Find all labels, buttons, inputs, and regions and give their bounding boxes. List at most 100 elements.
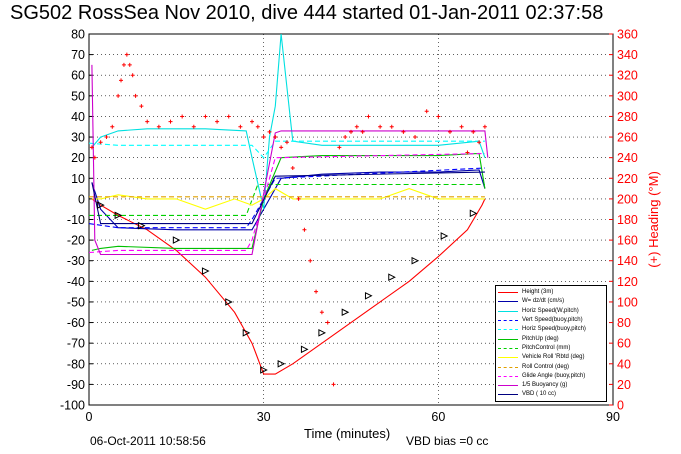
heading-marker [343,135,348,140]
y-tick-label: 60 [71,69,85,83]
depth-marker [388,273,396,282]
legend-swatch [498,366,518,368]
right-y-tick-label: 100 [617,295,638,309]
legend-label: VBD ( 10 cc) [522,391,557,398]
depth-marker [411,256,420,265]
depth-marker [137,221,146,230]
heading-marker [302,227,307,232]
right-y-tick-label: 40 [617,357,631,371]
legend: Height (3m) W= dz/dt (cm/s) Horiz Speed(W,… [495,285,607,402]
heading-marker [156,124,161,129]
depth-marker [225,298,233,306]
legend-item: Roll Control (deg) [498,362,604,371]
legend-label: Roll Control (deg) [522,363,570,370]
legend-label: Glide Angle (buoy,pitch) [522,372,586,379]
heading-marker [360,129,365,134]
right-y-tick-label: 260 [617,131,638,145]
depth-marker [172,236,181,244]
heading-marker [110,124,115,129]
heading-marker [477,140,482,145]
heading-marker [279,145,284,150]
y-tick-label: -80 [67,357,85,371]
legend-item: 1/5 Buoyancy (g) [498,381,604,390]
right-y-tick-label: 320 [617,69,638,83]
depth-marker [469,209,478,218]
legend-swatch [498,338,518,340]
timestamp: 06-Oct-2011 10:58:56 [90,434,206,448]
right-y-tick-label: 0 [617,399,624,413]
legend-swatch [498,375,518,377]
series-line-4 [89,140,485,159]
heading-marker [331,382,336,387]
depth-marker [364,291,373,300]
heading-marker [366,114,371,119]
legend-label: PitchControl (mm) [522,344,571,351]
depth-marker [300,345,309,354]
y-tick-label: -70 [67,337,85,351]
right-y-tick-label: 160 [617,234,638,248]
series-line-6 [89,183,485,216]
y-tick-label: -90 [67,378,85,392]
chart-title: SG502 RossSea Nov 2010, dive 444 started… [10,2,604,24]
legend-swatch [498,385,518,387]
heading-marker [354,124,359,129]
series-line-2 [91,34,486,210]
heading-marker [98,140,103,145]
legend-swatch [498,394,518,396]
legend-swatch [498,320,518,322]
legend-swatch [498,310,518,312]
y-tick-label: 10 [71,172,85,186]
heading-marker [180,114,185,119]
legend-swatch [498,301,518,303]
depth-marker [260,366,268,374]
series-line-9 [89,152,485,254]
heading-marker [119,78,124,83]
legend-swatch [498,347,518,349]
heading-marker [133,93,138,98]
y-tick-label: -60 [67,316,85,330]
right-y-tick-label: 120 [617,275,638,289]
heading-marker [349,129,353,134]
legend-item: Vehicle Roll 'Rbtd (deg) [498,353,604,362]
heading-marker [267,129,272,134]
heading-marker [378,124,383,129]
right-y-axis-label: (+) Heading (°M) [646,171,661,268]
heading-marker [191,124,196,129]
heading-marker [465,150,470,155]
heading-marker [337,145,342,150]
heading-marker [139,104,144,109]
legend-item: W= dz/dt (cm/s) [498,297,604,306]
heading-marker [284,140,289,145]
right-y-tick-label: 200 [617,192,638,206]
depth-marker [318,329,327,337]
heading-marker [401,129,406,134]
legend-swatch [498,292,518,294]
right-y-tick-label: 20 [617,378,631,392]
heading-marker [215,119,220,124]
right-y-tick-label: 80 [617,316,631,330]
heading-marker [424,109,429,114]
y-tick-label: -20 [67,234,85,248]
legend-swatch [498,329,518,331]
heading-marker [121,62,126,67]
depth-marker [242,329,251,337]
heading-marker [168,119,173,124]
heading-marker [203,114,208,119]
series-line-0 [91,198,486,375]
y-tick-label: -30 [67,254,85,268]
heading-marker [255,124,260,129]
series-line-11 [91,171,485,225]
heading-marker [250,119,255,124]
y-tick-label: -40 [67,275,85,289]
legend-item: Horiz Speed(W,pitch) [498,307,604,316]
heading-marker [124,52,129,57]
legend-label: Horiz Speed(W,pitch) [522,307,579,314]
depth-marker [440,232,449,240]
heading-marker [238,124,243,129]
heading-marker [226,114,231,119]
heading-marker [389,124,394,129]
heading-marker [436,114,441,119]
y-tick-label: -100 [60,399,85,413]
series-line-10 [91,64,489,256]
right-y-tick-label: 140 [617,254,638,268]
